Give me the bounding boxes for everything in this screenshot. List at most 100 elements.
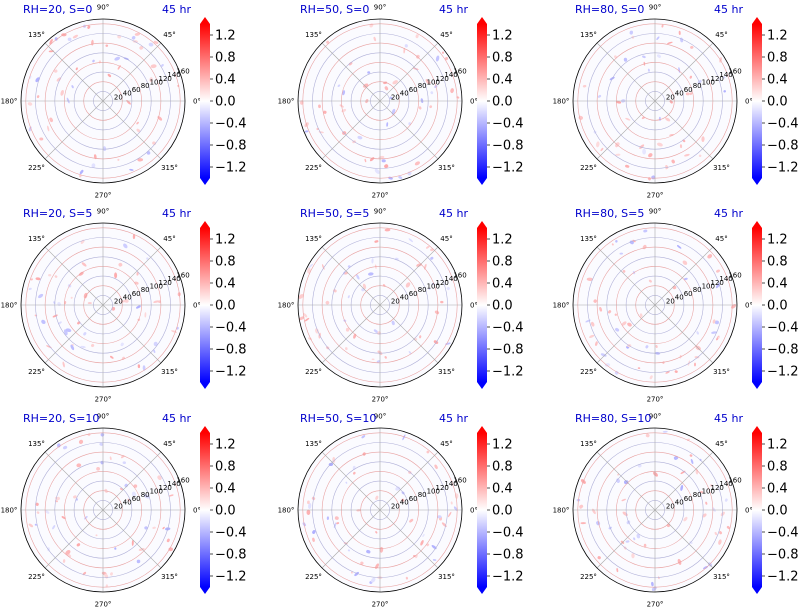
angular-gridline [321, 246, 381, 306]
angle-tick-label: 90° [374, 4, 386, 12]
radial-tick-label: 100 [702, 488, 715, 496]
angle-tick-label: 135° [580, 235, 597, 243]
colorbar-body [477, 228, 487, 382]
colorbar-tick-label: 0.0 [767, 95, 788, 110]
angular-gridline [102, 100, 162, 160]
radial-tick-label: 160 [728, 477, 741, 485]
colorbar-extend-max [752, 17, 762, 24]
angle-tick-label: 135° [305, 440, 322, 448]
angular-gridline [44, 509, 104, 569]
angle-tick-label: 0° [745, 302, 753, 310]
panel-title: RH=80, S=0 [575, 3, 644, 16]
polar-boundary [297, 18, 463, 184]
colorbar-tick-label: 0.8 [767, 51, 788, 66]
angular-gridline [596, 509, 656, 569]
panel-time-label: 45 hr [162, 412, 191, 425]
angle-tick-label: 180° [1, 302, 18, 310]
angle-tick-label: 270° [95, 192, 112, 200]
colorbar-tick-label: 0.8 [492, 460, 513, 475]
colorbar-tick-label: −1.2 [492, 161, 524, 176]
angle-tick-label: 135° [28, 31, 45, 39]
angle-tick-label: 270° [647, 192, 664, 200]
panel-time-label: 45 hr [162, 207, 191, 220]
colorbar-body [200, 228, 210, 382]
angular-gridline [379, 304, 439, 364]
radial-tick-label: 120 [711, 75, 724, 83]
angle-tick-label: 90° [374, 208, 386, 216]
angular-gridline [102, 451, 162, 511]
polar-boundary [20, 18, 186, 184]
angle-tick-label: 135° [28, 440, 45, 448]
angle-tick-label: 90° [649, 4, 661, 12]
radial-tick-label: 160 [176, 477, 189, 485]
angle-tick-label: 225° [28, 368, 45, 376]
polar-boundary [297, 427, 463, 593]
angle-tick-label: 315° [438, 368, 455, 376]
angular-gridline [654, 246, 714, 306]
polar-panel: 0°45°90°135°180°225°270°315°20 40 60 80 1001… [553, 412, 799, 609]
radial-tick-label: 60 [132, 495, 141, 503]
angle-tick-label: 315° [161, 368, 178, 376]
angle-tick-label: 90° [97, 208, 109, 216]
colorbar-tick-label: −0.8 [767, 548, 799, 563]
angle-tick-label: 135° [28, 235, 45, 243]
panel-title: RH=80, S=5 [575, 207, 644, 220]
colorbar-body [200, 433, 210, 587]
polar-panel: 0°45°90°135°180°225°270°315°20 40 60 80 1001… [1, 412, 247, 609]
colorbar-tick-label: −0.4 [492, 321, 524, 336]
panel-time-label: 45 hr [714, 207, 743, 220]
radial-tick-label: 160 [176, 272, 189, 280]
colorbar-tick-label: 1.2 [215, 438, 236, 453]
colorbar-body [477, 24, 487, 178]
angular-gridline [654, 42, 714, 102]
radial-tick-label: 40 [400, 499, 409, 507]
colorbar-tick-label: 0.4 [492, 482, 513, 497]
angular-gridline [44, 42, 104, 102]
angular-gridline [379, 509, 439, 569]
colorbar-tick-label: 1.2 [767, 438, 788, 453]
radial-tick-label: 20 [391, 502, 400, 510]
angle-tick-label: 315° [713, 573, 730, 581]
radial-tick-label: 80 [418, 286, 427, 294]
angle-tick-label: 270° [647, 601, 664, 609]
radial-tick-label: 60 [409, 290, 418, 298]
radial-tick-label: 160 [453, 272, 466, 280]
colorbar-tick-label: 0.8 [492, 255, 513, 270]
colorbar-tick-label: −1.2 [767, 365, 799, 380]
colorbar-body [752, 228, 762, 382]
radial-tick-label: 20 [114, 297, 123, 305]
angular-gridline [321, 451, 381, 511]
radial-tick-label: 120 [711, 279, 724, 287]
colorbar-extend-max [200, 221, 210, 228]
colorbar: 1.2 0.8 0.4 0.0 −0.4 −0.8 −1.2 [477, 221, 524, 389]
angle-tick-label: 225° [28, 573, 45, 581]
radial-tick-label: 120 [159, 75, 172, 83]
radial-tick-label: 140 [444, 71, 457, 79]
colorbar-tick-label: −0.4 [767, 321, 799, 336]
angular-gridline [321, 100, 381, 160]
colorbar-tick-label: 0.0 [767, 504, 788, 519]
angle-tick-label: 225° [305, 368, 322, 376]
angular-gridline [654, 304, 714, 364]
colorbar-tick-label: 0.8 [767, 460, 788, 475]
angular-gridline [102, 42, 162, 102]
angular-gridline [102, 246, 162, 306]
colorbar-tick-label: −0.4 [492, 526, 524, 541]
polar-panel: 0°45°90°135°180°225°270°315°20 40 60 80 1001… [278, 412, 524, 609]
angular-gridline [321, 42, 381, 102]
polar-panel: 0°45°90°135°180°225°270°315°20 40 60 80 1001… [1, 3, 247, 200]
colorbar-tick-label: −1.2 [215, 570, 247, 585]
panel-time-label: 45 hr [439, 207, 468, 220]
colorbar-tick-label: −0.8 [215, 139, 247, 154]
radial-tick-label: 80 [693, 286, 702, 294]
colorbar-tick-label: −0.8 [215, 548, 247, 563]
colorbar-tick-label: 0.0 [215, 504, 236, 519]
angle-tick-label: 90° [374, 413, 386, 421]
colorbar-extend-max [477, 426, 487, 433]
angle-tick-label: 315° [713, 164, 730, 172]
angle-tick-label: 90° [97, 4, 109, 12]
radial-tick-label: 140 [167, 480, 180, 488]
angle-tick-label: 180° [553, 507, 570, 515]
angular-gridline [44, 304, 104, 364]
